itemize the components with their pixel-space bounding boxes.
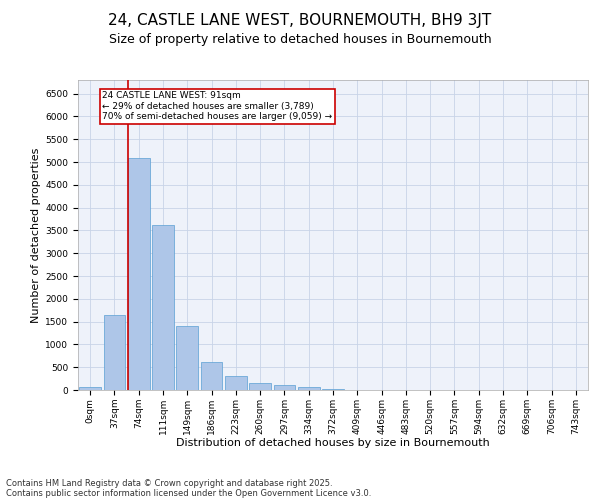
Text: 24 CASTLE LANE WEST: 91sqm
← 29% of detached houses are smaller (3,789)
70% of s: 24 CASTLE LANE WEST: 91sqm ← 29% of deta… [102,92,332,121]
Bar [322,388,344,390]
Bar [200,362,223,390]
Bar [128,158,149,390]
Bar [249,383,271,390]
Text: Contains public sector information licensed under the Open Government Licence v3: Contains public sector information licen… [6,488,371,498]
Text: Size of property relative to detached houses in Bournemouth: Size of property relative to detached ho… [109,32,491,46]
Text: 24, CASTLE LANE WEST, BOURNEMOUTH, BH9 3JT: 24, CASTLE LANE WEST, BOURNEMOUTH, BH9 3… [109,12,491,28]
Bar [104,315,125,390]
Bar [79,388,101,390]
Text: Contains HM Land Registry data © Crown copyright and database right 2025.: Contains HM Land Registry data © Crown c… [6,478,332,488]
Y-axis label: Number of detached properties: Number of detached properties [31,148,41,322]
X-axis label: Distribution of detached houses by size in Bournemouth: Distribution of detached houses by size … [176,438,490,448]
Bar [225,376,247,390]
Bar [298,386,320,390]
Bar [152,225,174,390]
Bar [274,385,295,390]
Bar [176,326,198,390]
